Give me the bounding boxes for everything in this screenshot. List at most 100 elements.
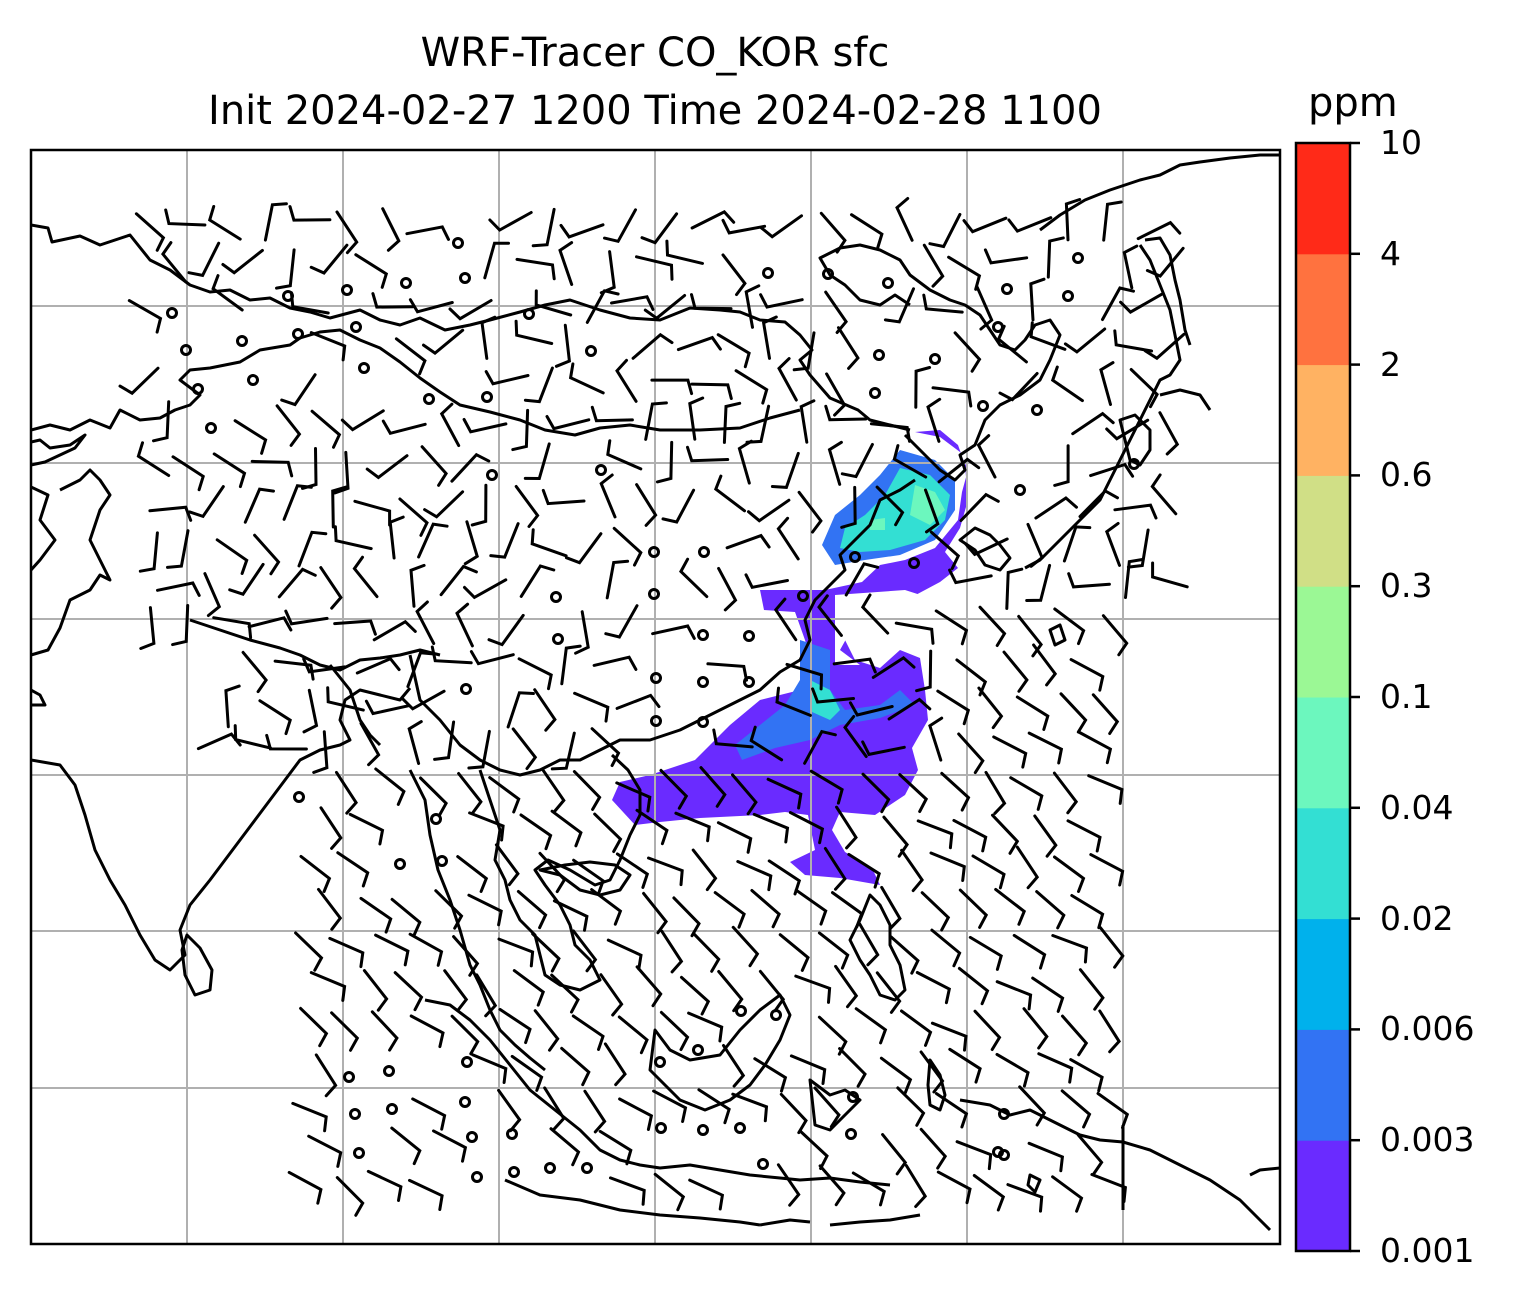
wind-barb xyxy=(263,202,288,242)
wind-barb xyxy=(916,819,954,850)
wind-barb xyxy=(1034,496,1078,520)
wind-barb xyxy=(792,331,816,372)
wind-barb xyxy=(171,604,190,647)
wind-barb xyxy=(1076,1133,1104,1176)
wind-barb xyxy=(948,568,993,585)
wind-barb xyxy=(647,856,684,887)
wind-barb xyxy=(381,419,427,436)
wind-barb xyxy=(512,969,546,1007)
wind-barb xyxy=(759,214,803,239)
colorbar-tick-label: 0.6 xyxy=(1380,455,1433,495)
wind-barb xyxy=(840,443,874,479)
wind-barb xyxy=(922,293,964,314)
wind-barb xyxy=(408,298,454,314)
calm-wind-marker xyxy=(581,1162,593,1174)
wind-barb xyxy=(432,1129,468,1163)
wind-barb xyxy=(439,402,461,448)
wind-barb xyxy=(488,211,533,232)
wind-barb xyxy=(335,1176,365,1217)
wind-barb xyxy=(335,770,358,815)
wind-barb xyxy=(848,701,894,717)
calm-wind-marker xyxy=(460,683,472,695)
wind-barb xyxy=(716,333,751,369)
wind-barb xyxy=(797,490,823,534)
wind-barb xyxy=(976,434,997,479)
wind-barb xyxy=(405,225,450,241)
wind-barb xyxy=(134,212,166,252)
wind-barb xyxy=(572,770,602,811)
wind-barb xyxy=(484,370,530,386)
wind-barb xyxy=(660,929,684,974)
wind-barb xyxy=(835,805,858,850)
map-frame xyxy=(29,148,1282,1246)
wind-barb xyxy=(359,721,381,767)
wind-barb xyxy=(850,213,884,249)
wind-barb xyxy=(722,401,742,444)
wind-barb xyxy=(1029,277,1046,322)
wind-barb xyxy=(1012,933,1047,970)
wind-barb xyxy=(439,564,478,597)
wind-barb xyxy=(365,454,409,480)
wind-barb xyxy=(761,315,778,360)
colorbar-tick-label: 0.04 xyxy=(1380,787,1454,827)
wind-barb xyxy=(643,294,687,321)
calm-wind-marker xyxy=(471,1171,483,1183)
wind-barb xyxy=(203,572,222,617)
calm-wind-marker xyxy=(847,1091,859,1103)
wind-barb xyxy=(1090,1173,1128,1203)
wind-barb xyxy=(1063,327,1107,354)
wind-barb xyxy=(1066,819,1102,853)
wind-barb xyxy=(734,369,769,405)
wind-barb xyxy=(550,809,583,848)
wind-barb xyxy=(138,531,159,573)
wind-barb xyxy=(854,1007,888,1045)
wind-barb xyxy=(615,781,652,813)
wind-barb xyxy=(331,485,348,529)
wind-barb xyxy=(778,933,810,972)
calm-wind-marker xyxy=(743,630,755,642)
wind-barb xyxy=(691,848,718,892)
wind-barb xyxy=(834,964,859,1009)
wind-barb xyxy=(995,980,1033,1011)
wind-barb xyxy=(924,488,940,534)
wind-barb xyxy=(457,772,483,815)
wind-barb xyxy=(118,366,160,396)
calm-wind-marker xyxy=(697,629,709,641)
colorbar-bin xyxy=(1296,1140,1350,1252)
wind-barb xyxy=(690,293,733,311)
colorbar-tick-label: 0.02 xyxy=(1380,898,1454,938)
wind-barb xyxy=(1070,894,1105,930)
wind-barb xyxy=(533,688,557,732)
wind-barb xyxy=(409,1014,445,1049)
wind-barb xyxy=(650,378,694,396)
calm-wind-marker xyxy=(655,1122,667,1134)
wind-barb xyxy=(992,735,1028,769)
gridlines xyxy=(31,150,1280,1244)
wind-barb xyxy=(430,645,473,665)
wind-barb xyxy=(1096,1092,1130,1130)
wind-barb xyxy=(1053,444,1070,487)
calm-wind-marker xyxy=(423,393,435,405)
wind-barb xyxy=(776,516,800,561)
wind-barb xyxy=(957,966,990,1006)
wind-barb xyxy=(744,284,761,329)
wind-barb xyxy=(156,581,201,597)
wind-barb xyxy=(1015,845,1040,890)
wind-barb xyxy=(558,241,574,286)
wind-barb xyxy=(737,439,753,485)
wind-barb xyxy=(699,766,727,808)
wind-barb xyxy=(1002,650,1029,693)
calm-wind-marker xyxy=(1001,283,1013,295)
calm-wind-marker xyxy=(908,557,920,569)
wind-barb xyxy=(659,768,689,810)
calm-wind-marker xyxy=(358,362,370,374)
wind-barb xyxy=(936,689,971,726)
wind-barb xyxy=(523,442,551,481)
wind-barb xyxy=(779,1092,808,1135)
wind-barb xyxy=(419,776,448,817)
wind-barb xyxy=(1027,1141,1065,1173)
wind-barb xyxy=(554,323,572,368)
wind-barb xyxy=(307,1134,343,1168)
calm-wind-marker xyxy=(698,546,710,558)
wind-barb xyxy=(211,274,244,312)
